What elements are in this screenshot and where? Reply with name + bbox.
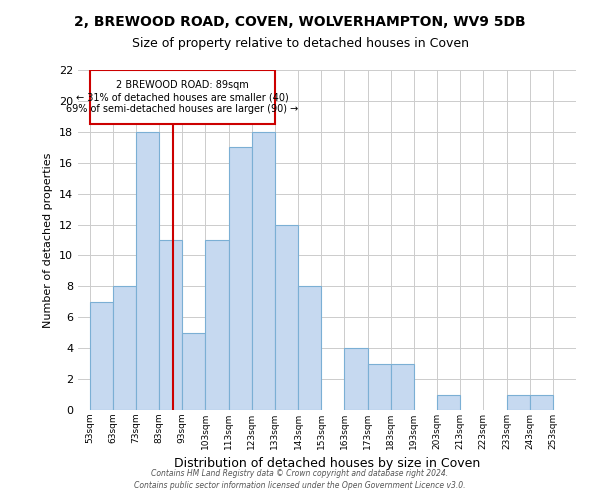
Bar: [368, 364, 391, 410]
Bar: [89, 70, 275, 124]
Bar: [530, 394, 553, 410]
X-axis label: Distribution of detached houses by size in Coven: Distribution of detached houses by size …: [174, 458, 480, 470]
Bar: [391, 364, 414, 410]
Text: 2, BREWOOD ROAD, COVEN, WOLVERHAMPTON, WV9 5DB: 2, BREWOOD ROAD, COVEN, WOLVERHAMPTON, W…: [74, 15, 526, 29]
Bar: [437, 394, 460, 410]
Text: 2 BREWOOD ROAD: 89sqm
← 31% of detached houses are smaller (40)
69% of semi-deta: 2 BREWOOD ROAD: 89sqm ← 31% of detached …: [66, 80, 298, 114]
Bar: [275, 224, 298, 410]
Bar: [506, 394, 530, 410]
Bar: [136, 132, 159, 410]
Bar: [252, 132, 275, 410]
Bar: [89, 302, 113, 410]
Bar: [344, 348, 368, 410]
Bar: [298, 286, 321, 410]
Text: Contains HM Land Registry data © Crown copyright and database right 2024.
Contai: Contains HM Land Registry data © Crown c…: [134, 468, 466, 490]
Bar: [113, 286, 136, 410]
Bar: [229, 148, 252, 410]
Text: Size of property relative to detached houses in Coven: Size of property relative to detached ho…: [131, 38, 469, 51]
Bar: [205, 240, 229, 410]
Bar: [182, 332, 205, 410]
Y-axis label: Number of detached properties: Number of detached properties: [43, 152, 53, 328]
Bar: [159, 240, 182, 410]
